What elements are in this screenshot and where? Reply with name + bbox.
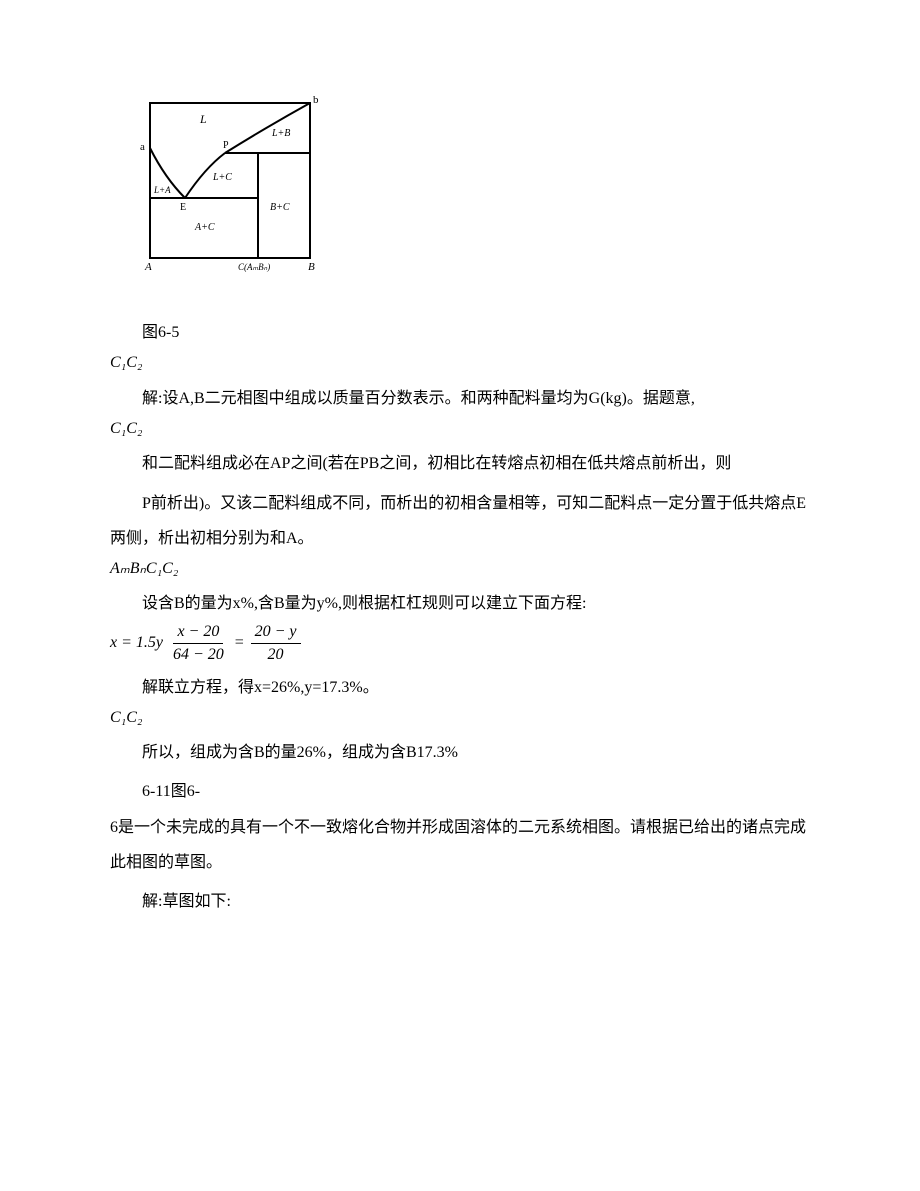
region-LC-label: L+C xyxy=(212,172,232,183)
para-9: 解:草图如下: xyxy=(110,884,810,919)
phase-diagram-figure: L L+B L+C L+A B+C A+C a b P E A B C(AₘBₙ… xyxy=(130,88,330,288)
region-L-label: L xyxy=(199,112,207,126)
para-3: P前析出)。又该二配料组成不同，而析出的初相含量相等，可知二配料点一定分置于低共… xyxy=(110,486,810,556)
para-6: 所以，组成为含B的量26%，组成为含B17.3% xyxy=(110,735,810,770)
formula-c1c2-3: C₁C₂ xyxy=(110,707,810,729)
region-AC-label: A+C xyxy=(194,222,215,233)
formula-ambn: AₘBₙC₁C₂ xyxy=(110,558,810,580)
equation-block: x = 1.5y x − 20 64 − 20 = 20 − y 20 xyxy=(110,623,810,663)
region-LA-label: L+A xyxy=(153,185,171,195)
para-1: 解:设A,B二元相图中组成以质量百分数表示。和两种配料量均为G(kg)。据题意, xyxy=(110,381,810,416)
para-7: 6-11图6- xyxy=(110,774,810,809)
axis-B-label: B xyxy=(308,261,315,273)
para-8: 6是一个未完成的具有一个不一致熔化合物并形成固溶体的二元系统相图。请根据已给出的… xyxy=(110,810,810,880)
region-BC-label: B+C xyxy=(270,202,290,213)
formula-c1c2-1: C₁C₂ xyxy=(110,352,810,374)
point-a-label: a xyxy=(140,141,145,153)
point-P-label: P xyxy=(223,140,229,151)
para-5: 解联立方程，得x=26%,y=17.3%。 xyxy=(110,670,810,705)
para-2: 和二配料组成必在AP之间(若在PB之间，初相比在转熔点初相在低共熔点前析出，则 xyxy=(110,446,810,481)
axis-C-label: C(AₘBₙ) xyxy=(238,262,270,272)
point-E-label: E xyxy=(180,202,186,213)
figure-caption: 图6-5 xyxy=(110,315,810,350)
point-b-label: b xyxy=(313,94,319,106)
formula-c1c2-2: C₁C₂ xyxy=(110,418,810,440)
region-LB-label: L+B xyxy=(271,128,290,139)
para-4: 设含B的量为x%,含B量为y%,则根据杠杠规则可以建立下面方程: xyxy=(110,586,810,621)
axis-A-label: A xyxy=(144,261,152,273)
